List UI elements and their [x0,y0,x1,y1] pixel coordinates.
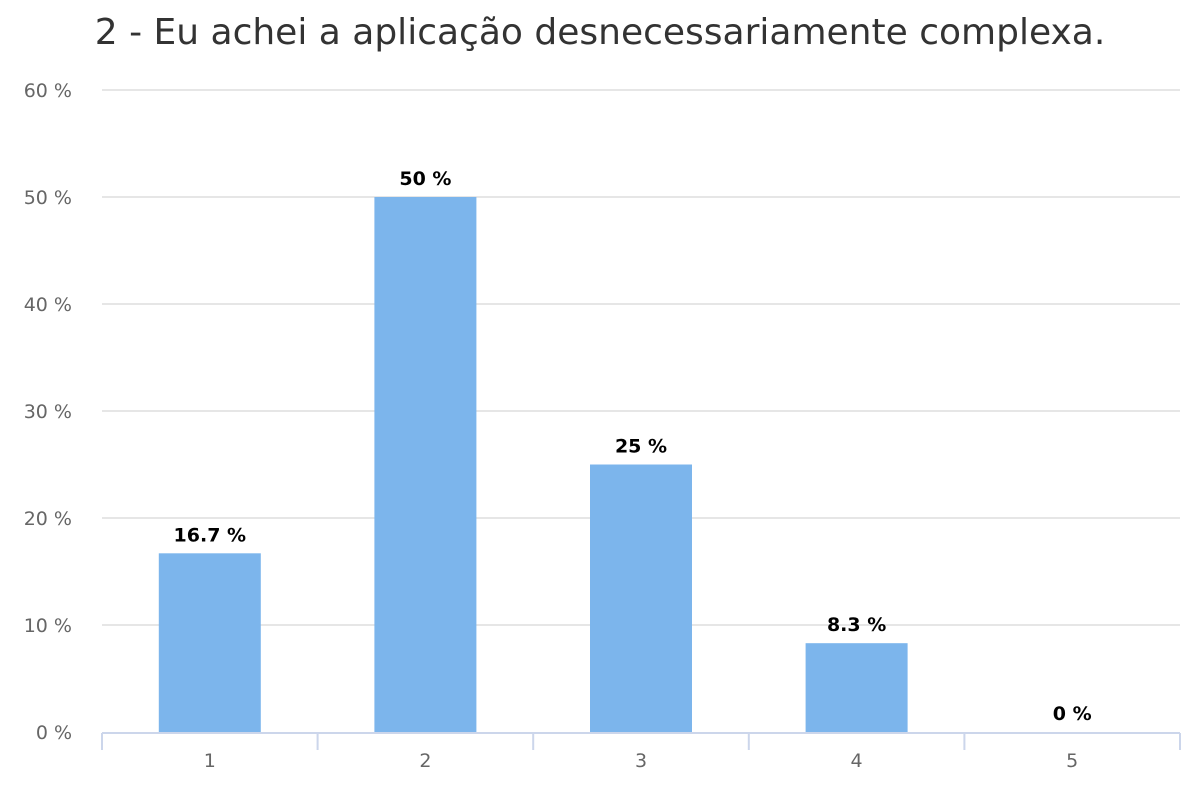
data-label: 8.3 % [827,614,886,636]
y-tick-label: 0 % [36,722,72,744]
y-tick-label: 40 % [24,294,72,316]
data-label: 0 % [1053,703,1092,725]
x-tick-label: 2 [419,750,431,772]
chart-title: 2 - Eu achei a aplicação desnecessariame… [94,12,1106,53]
x-tick-label: 1 [204,750,216,772]
y-tick-label: 30 % [24,401,72,423]
bar [590,464,692,732]
data-label: 50 % [399,168,451,190]
y-tick-label: 20 % [24,508,72,530]
bar [158,553,261,732]
data-label: 25 % [615,436,667,458]
x-axis [101,732,1181,750]
labels: 0 %10 %20 %30 %40 %50 %60 %16.7 %50 %25 … [24,80,1092,772]
bar [805,643,908,732]
y-tick-label: 10 % [24,615,72,637]
bar [374,197,477,732]
bars [158,197,908,732]
y-tick-label: 60 % [24,80,72,102]
data-label: 16.7 % [174,524,247,546]
x-tick-label: 3 [635,750,647,772]
y-tick-label: 50 % [24,187,72,209]
x-tick-label: 4 [851,750,863,772]
x-tick-label: 5 [1066,750,1078,772]
